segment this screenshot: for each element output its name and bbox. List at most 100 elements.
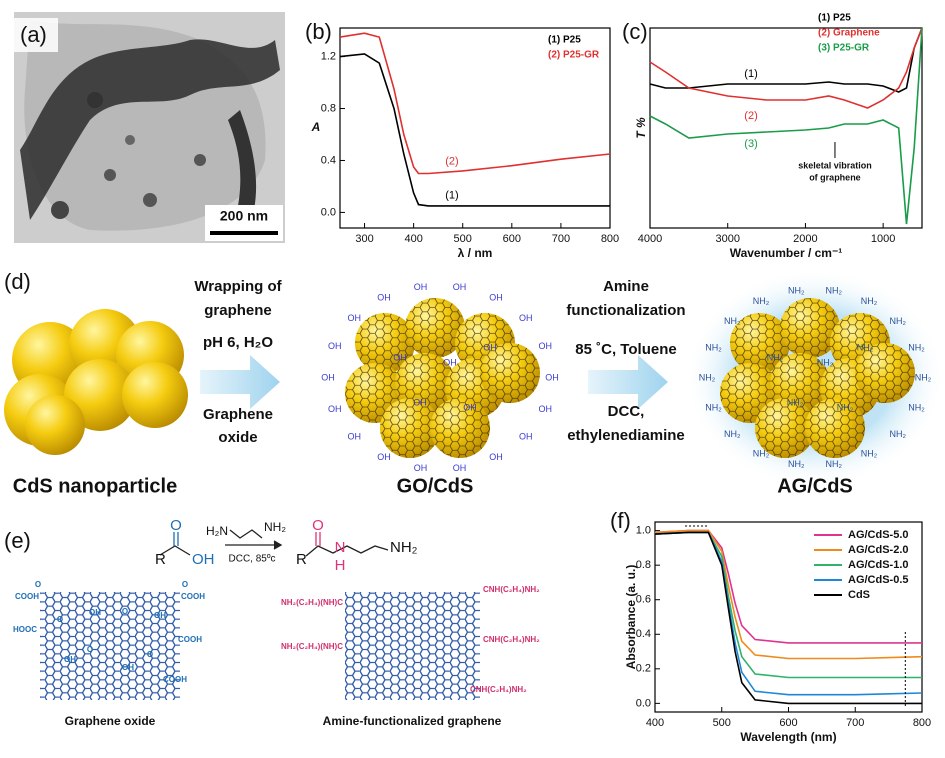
series-line [654, 531, 922, 705]
functional-groups: COOH COOH COOH COOH HOOC O O O O O O OH OH OH OH NH₂(C₂… [13, 580, 540, 694]
group-label: OH [393, 352, 407, 362]
group-label: NH₂ [826, 459, 843, 469]
group-label: OH [538, 341, 552, 351]
panel-label: (c) [622, 19, 648, 44]
group-label: NH₂ [767, 352, 784, 362]
legend-label: AG/CdS-0.5 [848, 574, 909, 586]
group-label: OH [489, 293, 503, 303]
arrow [588, 355, 668, 409]
chem-text: H₂N [206, 524, 228, 538]
graphene-wrap [805, 398, 865, 458]
y-tick-label: 0.0 [321, 206, 336, 218]
group-label: OH [413, 397, 427, 407]
x-tick-label: 800 [913, 717, 931, 729]
group-label: NH₂(C₂H₄)(NH)C [281, 598, 343, 607]
step-text: pH 6, H₂O [203, 334, 273, 351]
group-label: NH₂ [889, 316, 906, 326]
panel-label: (b) [305, 19, 332, 44]
group-label: NH₂ [908, 402, 925, 412]
group-label: OH [538, 404, 552, 414]
group-label: O [87, 645, 93, 654]
go-cds-cluster: OH OH OH OH OH OH OH OH OH OH OH OH OH OH OH OH OH OH OH OH… [321, 282, 559, 473]
group-label: OH [489, 452, 503, 462]
x-tick-label: 500 [454, 233, 472, 245]
chem-text: N [335, 539, 346, 556]
x-tick-label: 4000 [638, 233, 662, 245]
legend-label: AG/CdS-5.0 [848, 529, 909, 541]
graphene-wrap [430, 398, 490, 458]
x-axis-label: λ / nm [458, 246, 493, 260]
legend-label: CdS [848, 589, 870, 601]
chem-text: NH₂ [390, 539, 418, 556]
group-label: COOH [178, 635, 202, 644]
y-tick-label: 0.6 [636, 594, 651, 606]
chem-text: R [296, 551, 307, 568]
group-label: NH₂ [857, 342, 874, 352]
group-label: COOH [181, 592, 205, 601]
series-line [654, 529, 923, 660]
panel-label: (f) [610, 508, 631, 533]
y-axis-label: Absorbance (a. u.) [624, 565, 638, 670]
group-label: CNH(C₂H₄)NH₂ [483, 635, 540, 644]
group-label: NH₂ [861, 296, 878, 306]
legend-label: (1) P25 [548, 35, 581, 46]
graphene-wrap [480, 343, 540, 403]
legend-label: (2) Graphene [818, 28, 880, 39]
step-text: functionalization [566, 302, 685, 319]
group-label: NH₂ [861, 449, 878, 459]
chem-text: DCC, 85ºc [229, 554, 276, 565]
x-tick-label: 1000 [871, 233, 895, 245]
group-label: O [35, 580, 41, 589]
step-text: Amine [603, 278, 649, 295]
group-label: OH [414, 282, 428, 292]
x-tick-label: 700 [846, 717, 864, 729]
group-label: OH [89, 608, 101, 617]
step-text: Graphene [203, 406, 273, 423]
step-text: DCC, [608, 403, 645, 420]
x-tick-label: 700 [552, 233, 570, 245]
panel-label: (d) [4, 269, 31, 294]
group-label: O [182, 580, 188, 589]
group-label: COOH [15, 592, 39, 601]
chem-text: H [335, 557, 346, 574]
caption: Amine-functionalized graphene [323, 714, 502, 728]
graphene-wrap [380, 398, 440, 458]
series-line [339, 32, 611, 175]
curve-label: (2) [744, 110, 757, 122]
group-label: OH [321, 372, 335, 382]
graphene-wrap [730, 313, 790, 373]
x-tick-label: 800 [601, 233, 619, 245]
arrow [200, 355, 280, 409]
series-line [649, 27, 923, 109]
legend-label: AG/CdS-2.0 [848, 544, 909, 556]
group-label: NH₂ [724, 429, 741, 439]
y-tick-label: 0.4 [636, 628, 651, 640]
group-label: OH [519, 313, 533, 323]
series-line [339, 53, 610, 207]
group-label: NH₂ [837, 402, 854, 412]
caption: Graphene oxide [65, 714, 156, 728]
group-label: CNH(C₂H₄)NH₂ [470, 685, 527, 694]
ag-cds-cluster: NH₂ NH₂ NH₂ NH₂ NH₂ NH₂ NH₂ NH₂ NH₂ NH₂ NH₂ NH₂ NH₂ N… [685, 268, 945, 488]
x-tick-label: 400 [404, 233, 422, 245]
group-label: NH₂ [724, 316, 741, 326]
group-label: NH₂ [915, 372, 932, 382]
graphene-wrap [855, 343, 915, 403]
graphene-wrap [780, 298, 840, 358]
group-label: O [122, 607, 128, 616]
group-label: OH [347, 432, 361, 442]
curve-label: (2) [445, 156, 458, 168]
group-label: OH [443, 357, 457, 367]
y-tick-label: 0.4 [321, 154, 336, 166]
group-label: NH₂ [753, 296, 770, 306]
group-label: O [57, 615, 63, 624]
legend-label: (3) P25-GR [818, 43, 870, 54]
group-label: OH [414, 463, 428, 473]
legend-label: AG/CdS-1.0 [848, 559, 909, 571]
group-label: CNH(C₂H₄)NH₂ [483, 585, 540, 594]
y-tick-label: 0.8 [636, 559, 651, 571]
chem-text: NH₂ [264, 520, 286, 534]
group-label: NH₂ [705, 402, 722, 412]
group-label: OH [154, 611, 166, 620]
